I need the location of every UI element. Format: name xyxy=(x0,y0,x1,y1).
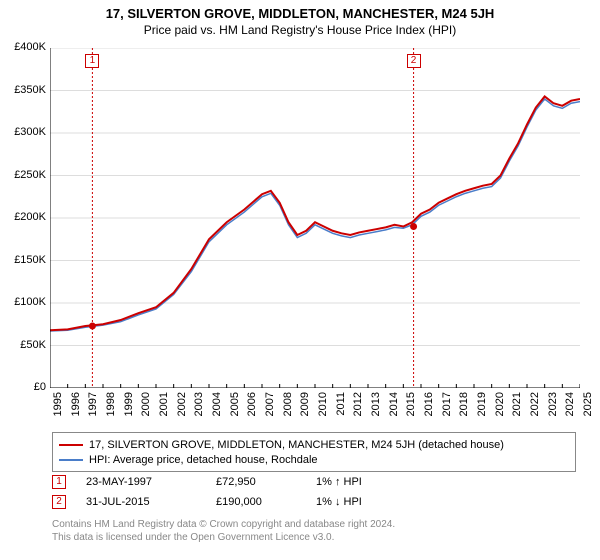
x-tick-label: 2024 xyxy=(564,392,576,422)
x-tick-label: 2023 xyxy=(547,392,559,422)
footer-line1: Contains HM Land Registry data © Crown c… xyxy=(52,518,395,531)
series-hpi xyxy=(50,99,580,331)
y-tick-label: £50K xyxy=(2,339,46,351)
x-tick-label: 1996 xyxy=(70,392,82,422)
x-tick-label: 2014 xyxy=(388,392,400,422)
event-marker: 2 xyxy=(407,54,421,68)
x-tick-label: 2006 xyxy=(246,392,258,422)
chart-area xyxy=(50,48,580,388)
transaction-marker: 2 xyxy=(52,495,66,509)
transaction-table: 1 23-MAY-1997£72,9501% ↑ HPI 2 31-JUL-2015£… xyxy=(52,472,416,512)
x-tick-label: 1999 xyxy=(123,392,135,422)
chart-container: 17, SILVERTON GROVE, MIDDLETON, MANCHEST… xyxy=(0,0,600,560)
x-tick-label: 2019 xyxy=(476,392,488,422)
legend: 17, SILVERTON GROVE, MIDDLETON, MANCHEST… xyxy=(52,432,576,472)
legend-item: 17, SILVERTON GROVE, MIDDLETON, MANCHEST… xyxy=(59,437,569,452)
x-tick-label: 2011 xyxy=(335,392,347,422)
transaction-date: 31-JUL-2015 xyxy=(86,496,216,508)
legend-swatch xyxy=(59,444,83,446)
x-tick-label: 2021 xyxy=(511,392,523,422)
x-tick-label: 2016 xyxy=(423,392,435,422)
x-tick-label: 1998 xyxy=(105,392,117,422)
transaction-diff: 1% ↓ HPI xyxy=(316,496,416,508)
y-tick-label: £0 xyxy=(2,381,46,393)
x-tick-label: 2005 xyxy=(229,392,241,422)
chart-svg xyxy=(50,48,580,388)
x-tick-label: 2015 xyxy=(405,392,417,422)
transaction-diff: 1% ↑ HPI xyxy=(316,476,416,488)
legend-swatch xyxy=(59,459,83,461)
x-tick-label: 2003 xyxy=(193,392,205,422)
x-tick-label: 2010 xyxy=(317,392,329,422)
y-tick-label: £350K xyxy=(2,84,46,96)
x-tick-label: 2013 xyxy=(370,392,382,422)
transaction-price: £190,000 xyxy=(216,496,316,508)
x-tick-label: 1997 xyxy=(87,392,99,422)
x-tick-label: 2007 xyxy=(264,392,276,422)
legend-item: HPI: Average price, detached house, Roch… xyxy=(59,452,569,467)
x-tick-label: 1995 xyxy=(52,392,64,422)
y-tick-label: £200K xyxy=(2,211,46,223)
x-tick-label: 2009 xyxy=(299,392,311,422)
transaction-marker: 1 xyxy=(52,475,66,489)
footer-line2: This data is licensed under the Open Gov… xyxy=(52,531,395,544)
y-tick-label: £150K xyxy=(2,254,46,266)
y-tick-label: £100K xyxy=(2,296,46,308)
x-tick-label: 2025 xyxy=(582,392,594,422)
transaction-date: 23-MAY-1997 xyxy=(86,476,216,488)
x-tick-label: 2017 xyxy=(441,392,453,422)
transaction-row: 1 23-MAY-1997£72,9501% ↑ HPI xyxy=(52,472,416,492)
x-tick-label: 2020 xyxy=(494,392,506,422)
legend-label: HPI: Average price, detached house, Roch… xyxy=(89,454,318,466)
x-tick-label: 2008 xyxy=(282,392,294,422)
x-tick-label: 2022 xyxy=(529,392,541,422)
subtitle: Price paid vs. HM Land Registry's House … xyxy=(0,23,600,37)
event-marker: 1 xyxy=(85,54,99,68)
transaction-price: £72,950 xyxy=(216,476,316,488)
y-tick-label: £400K xyxy=(2,41,46,53)
x-tick-label: 2018 xyxy=(458,392,470,422)
title-block: 17, SILVERTON GROVE, MIDDLETON, MANCHEST… xyxy=(0,0,600,37)
legend-label: 17, SILVERTON GROVE, MIDDLETON, MANCHEST… xyxy=(89,439,504,451)
transaction-row: 2 31-JUL-2015£190,0001% ↓ HPI xyxy=(52,492,416,512)
y-tick-label: £250K xyxy=(2,169,46,181)
x-tick-label: 2004 xyxy=(211,392,223,422)
x-tick-label: 2002 xyxy=(176,392,188,422)
footer: Contains HM Land Registry data © Crown c… xyxy=(52,518,395,544)
y-tick-label: £300K xyxy=(2,126,46,138)
x-tick-label: 2001 xyxy=(158,392,170,422)
address-title: 17, SILVERTON GROVE, MIDDLETON, MANCHEST… xyxy=(0,6,600,21)
series-price_paid xyxy=(50,96,580,330)
x-tick-label: 2000 xyxy=(140,392,152,422)
x-tick-label: 2012 xyxy=(352,392,364,422)
